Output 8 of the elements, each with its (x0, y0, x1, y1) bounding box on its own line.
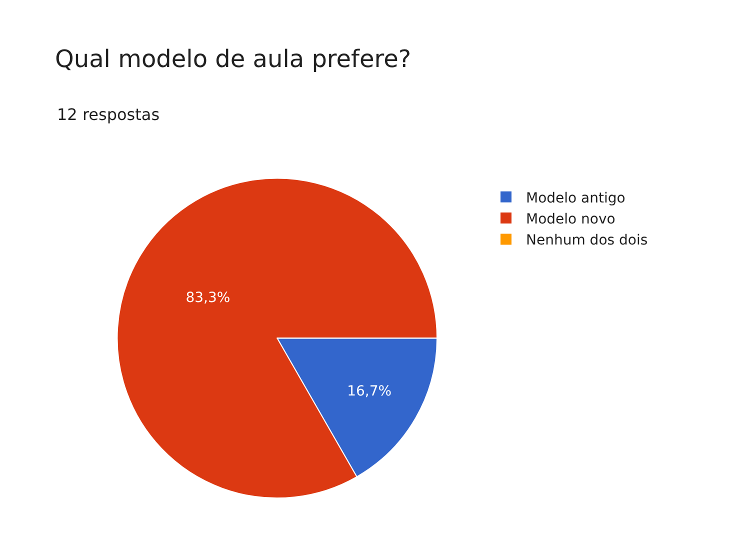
chart-subtitle: 12 respostas (57, 105, 160, 124)
legend-label: Nenhum dos dois (526, 232, 648, 249)
data-label: 16,7% (347, 383, 392, 400)
legend-label: Modelo antigo (526, 190, 626, 206)
data-label: 83,3% (186, 290, 230, 306)
pie-slice (116, 178, 438, 499)
chart-title: Qual modelo de aula prefere? (55, 44, 412, 73)
legend-label: Modelo novo (526, 211, 616, 228)
